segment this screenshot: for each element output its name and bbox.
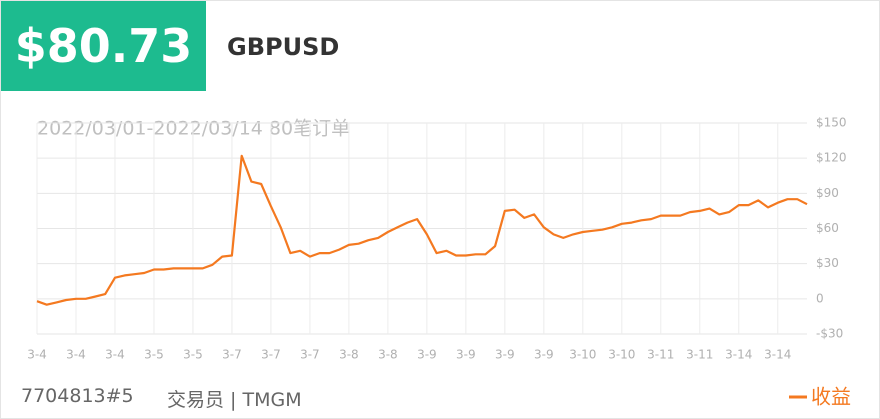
- x-tick-label: 3-4: [105, 348, 125, 362]
- x-tick-label: 3-9: [456, 348, 476, 362]
- symbol: GBPUSD: [227, 33, 340, 61]
- x-tick-label: 3-7: [300, 348, 320, 362]
- x-tick-label: 3-9: [495, 348, 515, 362]
- x-tick-label: 3-9: [417, 348, 437, 362]
- legend-label: 收益: [811, 385, 851, 409]
- x-tick-label: 3-5: [144, 348, 164, 362]
- x-tick-label: 3-14: [764, 348, 791, 362]
- price: $80.73: [1, 1, 206, 91]
- chart-subtitle: 2022/03/01-2022/03/14 80笔订单: [37, 118, 350, 140]
- account: 7704813#5: [21, 385, 134, 407]
- x-tick-label: 3-11: [647, 348, 674, 362]
- x-tick-label: 3-9: [534, 348, 554, 362]
- x-tick-label: 3-11: [686, 348, 713, 362]
- x-tick-label: 3-7: [261, 348, 281, 362]
- y-tick-label: $60: [816, 221, 839, 235]
- y-tick-label: $150: [816, 116, 847, 130]
- y-tick-label: $30: [816, 256, 839, 270]
- y-tick-label: $120: [816, 151, 847, 165]
- x-tick-label: 3-4: [27, 348, 47, 362]
- x-tick-label: 3-5: [183, 348, 203, 362]
- trader: 交易员 | TMGM: [167, 389, 302, 411]
- x-tick-label: 3-14: [725, 348, 752, 362]
- x-tick-label: 3-7: [222, 348, 242, 362]
- x-tick-label: 3-8: [339, 348, 359, 362]
- line-series: [36, 154, 808, 306]
- x-tick-label: 3-8: [378, 348, 398, 362]
- y-tick-label: -$30: [816, 327, 843, 341]
- x-tick-label: 3-10: [569, 348, 596, 362]
- y-tick-label: 0: [816, 291, 824, 305]
- x-tick-label: 3-4: [66, 348, 86, 362]
- y-tick-label: $90: [816, 186, 839, 200]
- x-tick-label: 3-10: [608, 348, 635, 362]
